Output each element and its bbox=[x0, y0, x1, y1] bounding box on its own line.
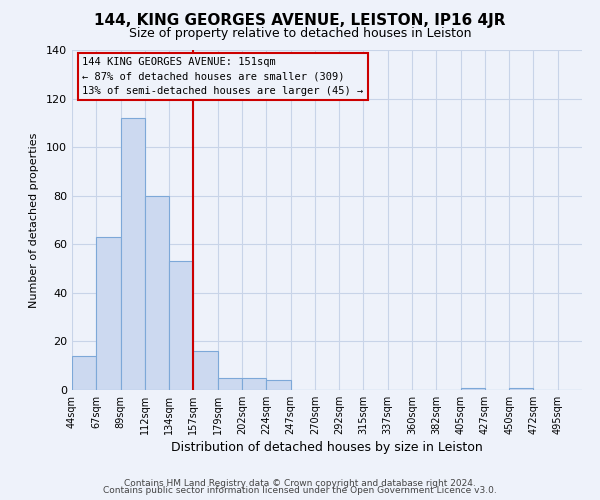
Bar bbox=[169, 262, 193, 390]
Bar bbox=[193, 351, 218, 390]
Bar bbox=[72, 356, 96, 390]
Bar bbox=[461, 388, 485, 390]
Text: 144, KING GEORGES AVENUE, LEISTON, IP16 4JR: 144, KING GEORGES AVENUE, LEISTON, IP16 … bbox=[94, 12, 506, 28]
Bar bbox=[509, 388, 533, 390]
Text: Contains HM Land Registry data © Crown copyright and database right 2024.: Contains HM Land Registry data © Crown c… bbox=[124, 478, 476, 488]
Bar bbox=[218, 378, 242, 390]
Text: Size of property relative to detached houses in Leiston: Size of property relative to detached ho… bbox=[129, 28, 471, 40]
Bar bbox=[121, 118, 145, 390]
Bar bbox=[266, 380, 290, 390]
X-axis label: Distribution of detached houses by size in Leiston: Distribution of detached houses by size … bbox=[171, 441, 483, 454]
Text: Contains public sector information licensed under the Open Government Licence v3: Contains public sector information licen… bbox=[103, 486, 497, 495]
Bar bbox=[242, 378, 266, 390]
Bar bbox=[145, 196, 169, 390]
Bar bbox=[96, 237, 121, 390]
Text: 144 KING GEORGES AVENUE: 151sqm
← 87% of detached houses are smaller (309)
13% o: 144 KING GEORGES AVENUE: 151sqm ← 87% of… bbox=[82, 57, 364, 96]
Y-axis label: Number of detached properties: Number of detached properties bbox=[29, 132, 39, 308]
